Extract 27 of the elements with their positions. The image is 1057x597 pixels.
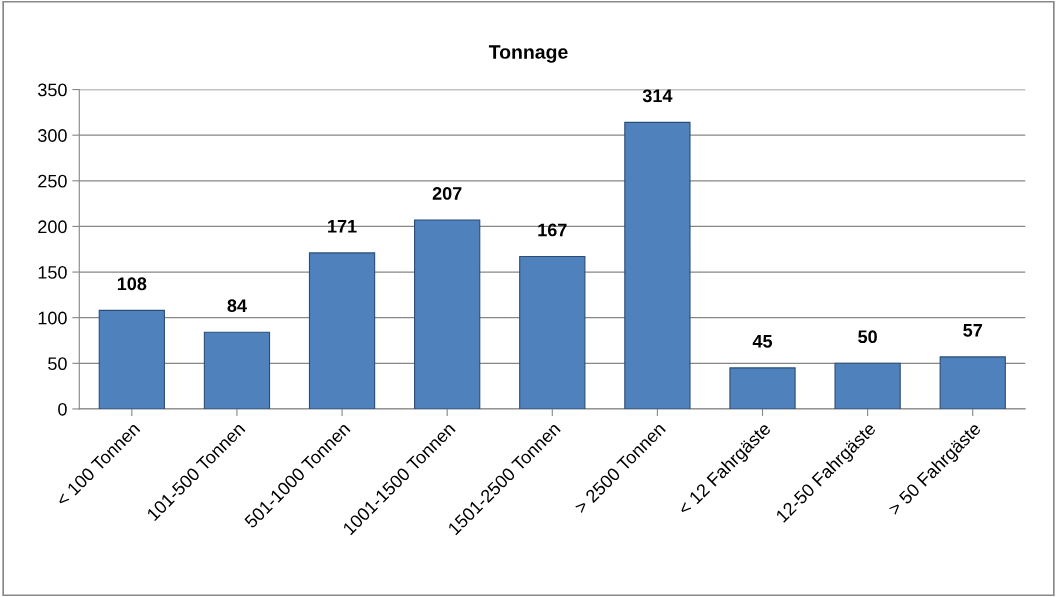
bar: [519, 255, 586, 409]
y-tick-label: 200: [38, 220, 67, 234]
bar: [414, 219, 481, 409]
data-label: 314: [642, 89, 673, 103]
bar: [939, 356, 1006, 409]
data-label: 108: [117, 277, 147, 291]
data-label: 167: [538, 223, 567, 237]
data-label: 50: [858, 330, 877, 344]
data-label: 207: [432, 187, 462, 200]
bar: [729, 367, 796, 409]
data-label: 57: [963, 324, 982, 337]
bar: [624, 121, 691, 409]
y-tick-label: 300: [38, 129, 67, 142]
y-tick-label: 100: [38, 311, 67, 325]
chart-title: Tonnage: [488, 45, 568, 63]
data-label: 171: [328, 220, 357, 233]
y-tick-label: 250: [38, 174, 67, 188]
data-label: 84: [227, 299, 247, 313]
bar: [834, 362, 901, 409]
y-tick-label: 0: [58, 402, 67, 416]
bar: [203, 331, 271, 409]
data-label: 45: [752, 335, 773, 348]
y-tick-label: 50: [48, 357, 67, 371]
y-tick-label: 150: [38, 266, 67, 279]
bar: [98, 309, 165, 409]
y-tick-label: 350: [38, 83, 67, 97]
bar: [308, 252, 376, 409]
